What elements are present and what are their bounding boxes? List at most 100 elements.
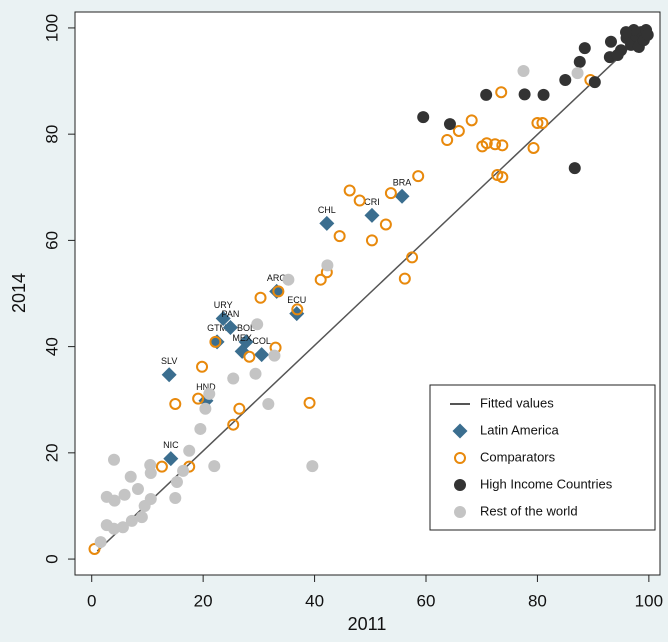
hollow-marker (489, 138, 502, 151)
point-label: NIC (163, 440, 179, 450)
dot-marker (568, 162, 581, 175)
legend-symbol (454, 506, 466, 518)
legend-label: Rest of the world (480, 503, 578, 518)
hollow-marker (314, 273, 327, 286)
dot-marker (94, 536, 107, 549)
x-axis-title: 2011 (348, 614, 387, 634)
diamond-marker (161, 367, 177, 383)
x-tick-label: 20 (194, 591, 213, 610)
dot-marker (417, 111, 430, 124)
dot-marker (169, 491, 182, 504)
hollow-marker (88, 542, 101, 555)
legend-label: High Income Countries (480, 476, 613, 491)
dot-marker (620, 26, 633, 39)
diamond-marker (364, 207, 380, 223)
dot-marker (641, 28, 654, 41)
dot-marker (559, 73, 572, 86)
dot-marker (170, 476, 183, 489)
hollow-marker (343, 184, 356, 197)
dot-marker (144, 467, 157, 480)
point-label: BRA (393, 178, 412, 188)
dot-marker (108, 453, 120, 466)
hollow-marker (496, 171, 509, 184)
y-tick-label: 20 (42, 443, 61, 462)
diamond-marker (222, 319, 238, 335)
plot-layer: 0 20 40 60 80 100 0 20 40 60 80 100 NIC SLV HND GTM URYP… (42, 14, 663, 611)
hollow-marker (155, 460, 168, 473)
hollow-marker (365, 234, 378, 247)
point-label: SLV (161, 356, 177, 366)
dot-marker (194, 422, 207, 435)
legend-label: Latin America (480, 422, 560, 437)
point-label: URY (214, 300, 233, 310)
dot-marker (118, 488, 131, 501)
diamond-marker (215, 310, 231, 326)
dot-marker (116, 521, 129, 534)
dot-marker (578, 42, 591, 55)
dot-marker (518, 88, 531, 101)
dot-marker (177, 464, 190, 477)
diamond-marker (319, 215, 335, 231)
point-label: COL (252, 336, 271, 346)
hollow-marker (379, 218, 392, 231)
y-tick-label: 60 (42, 231, 61, 250)
x-tick-label: 0 (87, 591, 96, 610)
hollow-marker (333, 230, 346, 243)
y-tick-label: 100 (42, 14, 61, 42)
hollow-marker (452, 124, 465, 137)
dot-marker (125, 514, 138, 527)
legend-label: Fitted values (480, 395, 554, 410)
fitted-line (96, 28, 650, 552)
point-label: GTM (207, 323, 227, 333)
x-tick-label: 100 (635, 591, 663, 610)
legend: Fitted values Latin America Comparators Hig… (429, 384, 656, 531)
hollow-marker (495, 86, 508, 99)
dot-marker (108, 522, 120, 535)
x-tick-label: 40 (305, 591, 324, 610)
dot-marker (199, 402, 212, 415)
hollow-marker (465, 114, 478, 127)
point-label: PAN (222, 309, 240, 319)
hollow-marker (227, 418, 240, 431)
y-axis-title: 2014 (9, 273, 29, 313)
dot-marker (135, 511, 148, 524)
x-tick-label: 60 (417, 591, 436, 610)
diamond-marker (254, 347, 270, 363)
diamond-marker (394, 188, 410, 204)
hollow-marker (441, 134, 454, 147)
dot-marker (203, 387, 216, 400)
diamond-marker (234, 343, 250, 359)
legend-symbol (452, 423, 468, 439)
dot-marker (131, 482, 144, 495)
dot-marker (262, 397, 275, 410)
dot-marker (604, 35, 617, 48)
x-tick-label: 80 (528, 591, 547, 610)
dot-marker (249, 367, 262, 380)
hollow-marker (192, 392, 205, 405)
hollow-marker (353, 194, 366, 207)
hollow-marker (243, 350, 256, 363)
y-tick-label: 0 (42, 554, 61, 563)
hollow-marker (531, 117, 544, 130)
legend-box (429, 384, 656, 531)
dot-marker (611, 49, 624, 62)
hollow-marker (412, 170, 425, 183)
point-label: HND (196, 382, 216, 392)
hollow-marker (233, 402, 246, 415)
y-tick-label: 80 (42, 125, 61, 144)
hollow-marker (496, 139, 509, 152)
hollow-marker (209, 335, 222, 348)
dot-marker (144, 493, 157, 506)
hollow-marker (291, 303, 304, 316)
hollow-marker (303, 396, 316, 409)
hollow-marker (384, 187, 397, 200)
dot-marker (321, 259, 334, 272)
legend-symbol (454, 452, 466, 464)
legend-label: Comparators (480, 449, 556, 464)
dot-marker (443, 118, 456, 131)
point-label: ARG (267, 273, 287, 283)
hollow-marker (398, 272, 411, 285)
dot-marker (537, 88, 550, 101)
dot-marker (227, 372, 240, 385)
